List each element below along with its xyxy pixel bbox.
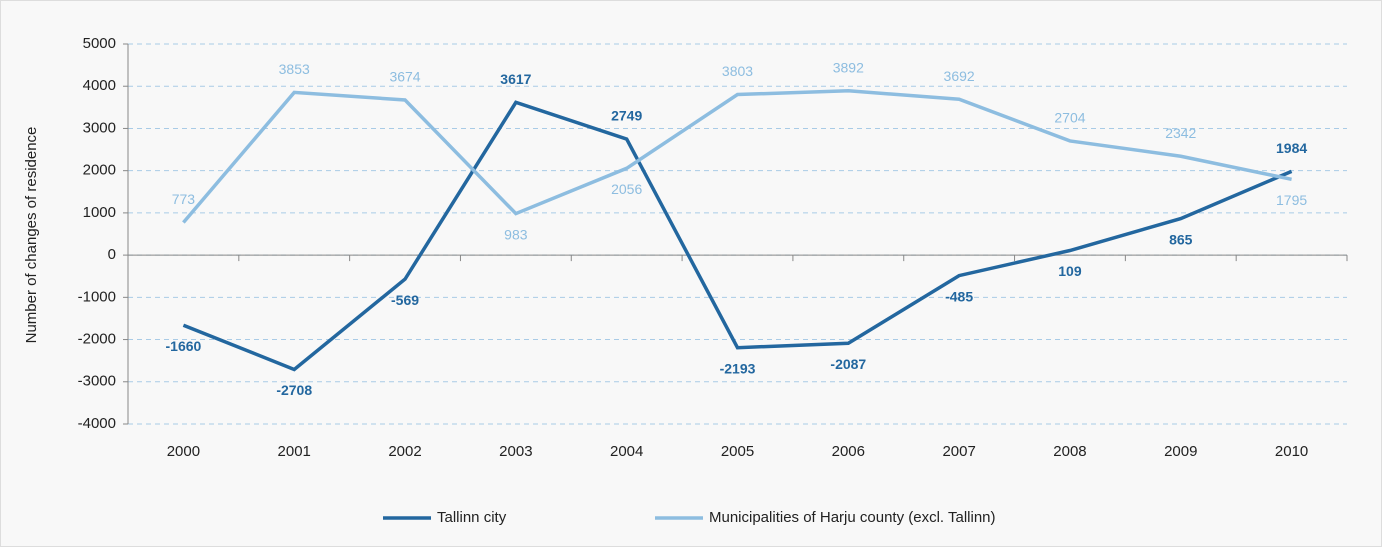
data-label: 2704 [1054,110,1085,126]
x-tick-label: 2003 [499,443,532,460]
data-label: 983 [504,226,528,242]
data-label: 109 [1058,263,1082,279]
x-tick-label: 2001 [278,443,311,460]
legend-label: Municipalities of Harju county (excl. Ta… [709,509,996,526]
data-label: -1660 [166,338,202,354]
y-tick-label: -4000 [78,415,116,432]
data-label: 2056 [611,181,642,197]
y-tick-label: -2000 [78,331,116,348]
x-tick-label: 2010 [1275,443,1308,460]
data-label: -485 [945,288,973,304]
data-label: -2087 [830,356,866,372]
data-label: 2749 [611,108,642,124]
data-label: 3853 [279,61,310,77]
data-label: 3674 [389,69,420,85]
x-tick-label: 2005 [721,443,754,460]
data-label: 3892 [833,59,864,75]
y-tick-label: -1000 [78,288,116,305]
y-tick-label: 4000 [83,77,116,94]
data-label: 773 [172,191,196,207]
y-axis-label: Number of changes of residence [23,127,40,344]
y-tick-label: 1000 [83,204,116,221]
data-label: 2342 [1165,125,1196,141]
y-tick-label: 2000 [83,162,116,179]
x-tick-label: 2008 [1053,443,1086,460]
legend-label: Tallinn city [437,509,507,526]
x-tick-label: 2007 [942,443,975,460]
x-tick-label: 2000 [167,443,200,460]
y-tick-label: 3000 [83,119,116,136]
x-tick-label: 2004 [610,443,643,460]
x-tick-label: 2009 [1164,443,1197,460]
data-label: -2193 [720,360,756,376]
y-tick-label: -3000 [78,373,116,390]
series-line [182,100,1293,372]
y-tick-label: 5000 [83,35,116,52]
data-label: 1795 [1276,192,1307,208]
data-label: 3692 [944,68,975,84]
series-line [182,89,1292,224]
data-label: -2708 [276,382,312,398]
data-label: -569 [391,292,419,308]
x-tick-label: 2006 [832,443,865,460]
data-label: 1984 [1276,140,1307,156]
x-tick-label: 2002 [388,443,421,460]
data-label: 865 [1169,231,1193,247]
data-label: 3803 [722,63,753,79]
data-label: 3617 [500,71,531,87]
y-tick-label: 0 [108,246,116,263]
